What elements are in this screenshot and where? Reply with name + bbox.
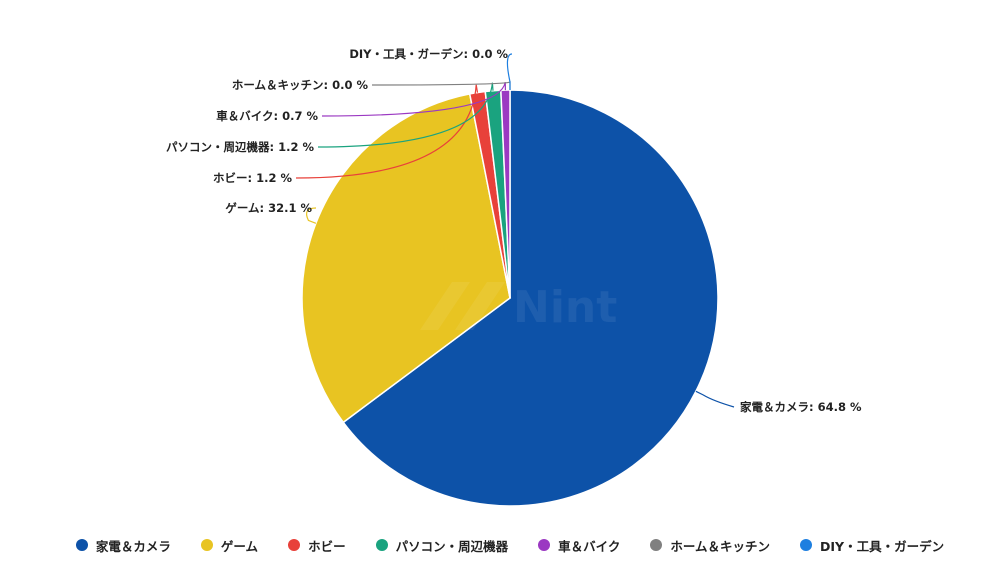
watermark-text: Nint: [513, 282, 617, 333]
legend-item-hobby[interactable]: ホビー: [288, 536, 346, 555]
label-connector: [371, 81, 511, 90]
legend-item-games[interactable]: ゲーム: [200, 536, 259, 555]
legend-label: ゲーム: [220, 538, 259, 554]
watermark-logo-mark: [455, 282, 505, 330]
legend-marker: [800, 539, 812, 551]
pie-slices: [301, 89, 719, 507]
slice-label: 家電＆カメラ: 64.8 %: [740, 400, 862, 414]
pie-slice[interactable]: [342, 89, 719, 507]
slice-label: DIY・工具・ガーデン: 0.0 %: [349, 47, 508, 61]
label-connector: [306, 207, 317, 224]
label-connectors: [295, 53, 735, 408]
slice-label: ゲーム: 32.1 %: [225, 201, 312, 215]
legend-item-home-electronics-camera[interactable]: 家電＆カメラ: [75, 536, 171, 555]
label-connector: [321, 81, 506, 117]
label-connector: [695, 390, 735, 408]
chart-legend: 家電＆カメラ ゲーム ホビー パソコン・周辺機器 車＆バイク ホーム＆キッチン …: [50, 534, 970, 556]
legend-label: ホーム＆キッチン: [670, 538, 770, 554]
slice-label: パソコン・周辺機器: 1.2 %: [166, 140, 314, 154]
legend-marker: [288, 539, 301, 551]
label-connector: [317, 82, 494, 148]
legend-item-home-kitchen[interactable]: ホーム＆キッチン: [650, 536, 770, 555]
legend-marker: [650, 539, 663, 551]
slice-label: ホビー: 1.2 %: [213, 171, 292, 185]
watermark-logo: Nint: [420, 282, 617, 333]
legend-item-car-bike[interactable]: 車＆バイク: [538, 536, 620, 555]
legend-item-pc-peripherals[interactable]: パソコン・周辺機器: [375, 536, 509, 555]
legend-marker: [200, 539, 213, 551]
slice-label: ホーム＆キッチン: 0.0 %: [232, 78, 369, 92]
legend-label: DIY・工具・ガーデン: [820, 538, 945, 554]
legend-label: 家電＆カメラ: [95, 538, 171, 554]
legend-label: パソコン・周辺機器: [395, 538, 509, 554]
pie-slice[interactable]: [301, 93, 511, 424]
slice-label: 車＆バイク: 0.7 %: [216, 109, 318, 123]
watermark-logo-mark: [420, 282, 470, 330]
legend-item-diy-tools-garden[interactable]: DIY・工具・ガーデン: [800, 536, 944, 555]
legend-marker: [75, 539, 88, 551]
label-connector: [506, 53, 513, 90]
legend-marker: [375, 539, 388, 551]
legend-marker: [538, 539, 551, 551]
legend-label: ホビー: [308, 538, 346, 554]
legend-label: 車＆バイク: [558, 538, 621, 554]
label-connector: [295, 84, 479, 179]
slice-labels: 家電＆カメラ: 64.8 % ゲーム: 32.1 % ホビー: 1.2 % パソコン・…: [166, 47, 862, 414]
